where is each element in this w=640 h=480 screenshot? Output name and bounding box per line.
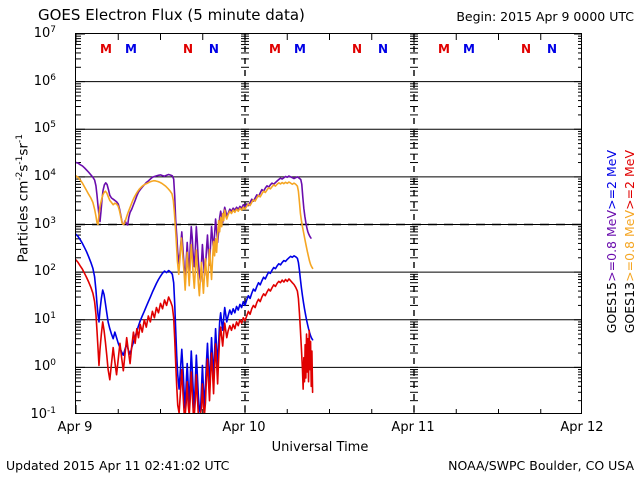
legend-satellite-label: GOES13 xyxy=(622,281,637,333)
begin-time-label: Begin: 2015 Apr 9 0000 UTC xyxy=(456,9,634,24)
flux-chart-svg xyxy=(76,34,581,413)
y-tick-label: 100 xyxy=(33,358,56,375)
legend-entry: >=2 MeV xyxy=(622,150,637,210)
x-tick-label: Apr 12 xyxy=(560,420,604,435)
event-flag-n: N xyxy=(546,42,558,56)
series-line-0 xyxy=(76,161,312,284)
source-attribution: NOAA/SWPC Boulder, CO USA xyxy=(448,458,634,473)
y-tick-label: 104 xyxy=(33,167,56,185)
event-flag-m: M xyxy=(269,42,281,56)
x-axis-title: Universal Time xyxy=(271,440,369,455)
axis-minor-ticks xyxy=(76,34,581,413)
x-tick-label: Apr 11 xyxy=(391,420,435,435)
event-flag-n: N xyxy=(520,42,532,56)
y-tick-label: 103 xyxy=(33,215,56,232)
event-flag-n: N xyxy=(182,42,194,56)
legend-entry: >=0.8 MeV xyxy=(604,209,619,282)
event-flag-n: N xyxy=(351,42,363,56)
x-tick-label: Apr 10 xyxy=(222,420,266,435)
y-tick-label: 107 xyxy=(33,24,56,42)
y-tick-label: 102 xyxy=(33,262,56,280)
plot-area xyxy=(75,33,582,414)
event-flag-m: M xyxy=(438,42,450,56)
x-tick-label: Apr 9 xyxy=(57,420,93,435)
event-flag-m: M xyxy=(294,42,306,56)
y-tick-label: 101 xyxy=(33,310,56,327)
updated-timestamp: Updated 2015 Apr 11 02:41:02 UTC xyxy=(6,458,230,473)
legend-column-goes13: >=2 MeV >=0.8 MeV GOES13 xyxy=(622,150,638,333)
series-line-1 xyxy=(76,175,314,297)
y-axis-title: Particles cm-2s-1sr-1 xyxy=(14,134,32,263)
event-flag-m: M xyxy=(124,42,137,56)
event-flag-n: N xyxy=(208,42,219,56)
legend-entry: >=0.8 MeV xyxy=(622,209,637,282)
legend-satellite-label: GOES15 xyxy=(604,281,619,333)
event-flag-n: N xyxy=(377,42,389,56)
page-title: GOES Electron Flux (5 minute data) xyxy=(38,6,305,24)
series-line-3 xyxy=(76,259,314,413)
event-flag-m: M xyxy=(100,42,112,56)
legend-column-goes15: >=2 MeV >=0.8 MeV GOES15 xyxy=(604,150,620,333)
event-flag-m: M xyxy=(463,42,475,56)
y-tick-label: 10-1 xyxy=(30,405,56,423)
y-tick-label: 105 xyxy=(33,120,56,137)
y-tick-label: 106 xyxy=(33,72,56,89)
legend-entry: >=2 MeV xyxy=(604,150,619,210)
